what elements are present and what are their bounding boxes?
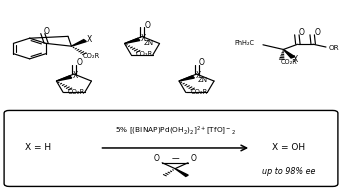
Text: up to 98% ee: up to 98% ee — [262, 167, 315, 176]
Text: CO₂R: CO₂R — [136, 51, 153, 57]
Text: O: O — [314, 29, 320, 37]
Text: CO₂R: CO₂R — [82, 53, 100, 59]
Text: CO₂R: CO₂R — [280, 59, 297, 65]
Text: X: X — [293, 56, 298, 64]
Polygon shape — [175, 169, 188, 176]
Polygon shape — [71, 40, 87, 46]
Text: O: O — [145, 21, 150, 30]
Text: X: X — [73, 71, 78, 80]
Text: X: X — [87, 35, 92, 43]
Text: ZN: ZN — [143, 40, 154, 46]
Polygon shape — [179, 76, 194, 81]
Polygon shape — [284, 50, 295, 58]
Text: X = H: X = H — [25, 143, 51, 153]
Text: 5% [(BINAP)Pd(OH$_2$)$_2$]$^{2+}$[TfO]$^-$$_2$: 5% [(BINAP)Pd(OH$_2$)$_2$]$^{2+}$[TfO]$^… — [115, 125, 236, 137]
Text: O: O — [77, 58, 82, 67]
Text: CO₂R: CO₂R — [190, 89, 208, 94]
Text: O: O — [190, 154, 196, 163]
Text: O: O — [44, 27, 50, 36]
Polygon shape — [56, 76, 72, 81]
FancyBboxPatch shape — [4, 110, 338, 186]
Text: OR: OR — [328, 45, 339, 51]
Text: CO₂R: CO₂R — [68, 89, 85, 94]
Text: PhH₂C: PhH₂C — [235, 40, 254, 46]
Text: O: O — [299, 29, 305, 37]
Text: X: X — [141, 34, 146, 43]
Text: ZN: ZN — [198, 77, 208, 84]
Text: X = OH: X = OH — [272, 143, 305, 153]
Polygon shape — [124, 38, 140, 43]
Text: X: X — [196, 71, 201, 80]
Text: O: O — [154, 154, 160, 163]
Text: —: — — [171, 154, 179, 163]
Text: O: O — [199, 58, 205, 67]
